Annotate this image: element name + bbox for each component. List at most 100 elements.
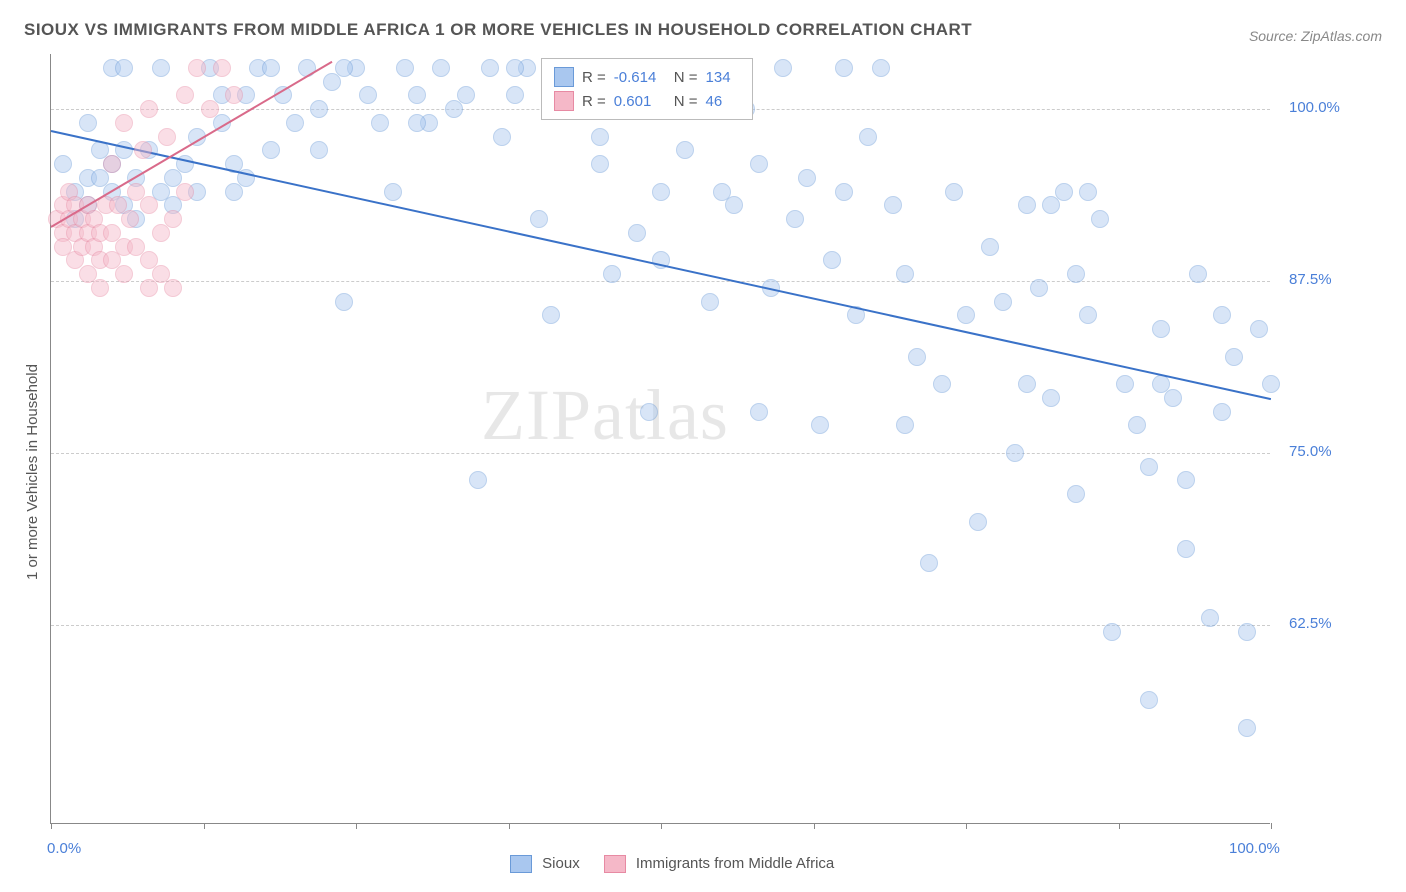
- data-point: [933, 375, 951, 393]
- correlation-legend: R =-0.614N =134R =0.601N =46: [541, 58, 753, 120]
- data-point: [140, 196, 158, 214]
- data-point: [835, 59, 853, 77]
- data-point: [506, 59, 524, 77]
- legend-swatch: [554, 91, 574, 111]
- data-point: [920, 554, 938, 572]
- x-tick: [1271, 823, 1272, 829]
- data-point: [176, 183, 194, 201]
- data-point: [262, 141, 280, 159]
- data-point: [164, 279, 182, 297]
- data-point: [1152, 375, 1170, 393]
- data-point: [1128, 416, 1146, 434]
- watermark: ZIPatlas: [481, 374, 729, 457]
- data-point: [286, 114, 304, 132]
- legend-r-value: 0.601: [614, 93, 666, 110]
- data-point: [408, 86, 426, 104]
- data-point: [1067, 265, 1085, 283]
- data-point: [969, 513, 987, 531]
- legend-item-mafrica: Immigrants from Middle Africa: [604, 855, 835, 873]
- data-point: [652, 183, 670, 201]
- data-point: [469, 471, 487, 489]
- x-tick-label-left: 0.0%: [47, 840, 81, 857]
- data-point: [811, 416, 829, 434]
- data-point: [750, 155, 768, 173]
- data-point: [262, 59, 280, 77]
- data-point: [628, 224, 646, 242]
- data-point: [994, 293, 1012, 311]
- data-point: [1042, 389, 1060, 407]
- data-point: [981, 238, 999, 256]
- data-point: [335, 59, 353, 77]
- data-point: [1238, 623, 1256, 641]
- data-point: [542, 306, 560, 324]
- source-attribution: Source: ZipAtlas.com: [1249, 28, 1382, 44]
- data-point: [1079, 306, 1097, 324]
- legend-label-mafrica: Immigrants from Middle Africa: [636, 855, 834, 872]
- data-point: [121, 210, 139, 228]
- x-tick: [204, 823, 205, 829]
- chart-container: SIOUX VS IMMIGRANTS FROM MIDDLE AFRICA 1…: [0, 0, 1406, 892]
- data-point: [1262, 375, 1280, 393]
- data-point: [201, 100, 219, 118]
- data-point: [701, 293, 719, 311]
- data-point: [1213, 403, 1231, 421]
- data-point: [591, 155, 609, 173]
- x-tick: [356, 823, 357, 829]
- data-point: [310, 100, 328, 118]
- data-point: [1103, 623, 1121, 641]
- data-point: [140, 100, 158, 118]
- gridline: [51, 281, 1270, 282]
- data-point: [1079, 183, 1097, 201]
- data-point: [676, 141, 694, 159]
- data-point: [408, 114, 426, 132]
- legend-item-sioux: Sioux: [510, 855, 580, 873]
- data-point: [432, 59, 450, 77]
- legend-label-sioux: Sioux: [542, 855, 580, 872]
- legend-n-label: N =: [674, 69, 698, 86]
- data-point: [384, 183, 402, 201]
- legend-n-value: 46: [706, 93, 740, 110]
- data-point: [371, 114, 389, 132]
- x-tick: [509, 823, 510, 829]
- data-point: [506, 86, 524, 104]
- data-point: [79, 114, 97, 132]
- y-axis-label: 1 or more Vehicles in Household: [24, 364, 41, 580]
- data-point: [859, 128, 877, 146]
- legend-row: R =0.601N =46: [554, 89, 740, 113]
- data-point: [335, 293, 353, 311]
- legend-swatch: [554, 67, 574, 87]
- data-point: [1177, 471, 1195, 489]
- data-point: [1164, 389, 1182, 407]
- data-point: [176, 86, 194, 104]
- data-point: [310, 141, 328, 159]
- data-point: [115, 265, 133, 283]
- data-point: [1042, 196, 1060, 214]
- data-point: [786, 210, 804, 228]
- data-point: [1152, 320, 1170, 338]
- data-point: [158, 128, 176, 146]
- data-point: [725, 196, 743, 214]
- data-point: [823, 251, 841, 269]
- x-tick: [814, 823, 815, 829]
- data-point: [1018, 196, 1036, 214]
- y-tick-label: 87.5%: [1289, 271, 1332, 288]
- data-point: [457, 86, 475, 104]
- data-point: [896, 416, 914, 434]
- data-point: [1030, 279, 1048, 297]
- data-point: [591, 128, 609, 146]
- data-point: [115, 59, 133, 77]
- data-point: [1140, 691, 1158, 709]
- data-point: [1177, 540, 1195, 558]
- plot-area: ZIPatlas 62.5%75.0%87.5%100.0%0.0%100.0%…: [50, 54, 1270, 824]
- data-point: [493, 128, 511, 146]
- data-point: [884, 196, 902, 214]
- data-point: [188, 59, 206, 77]
- data-point: [1067, 485, 1085, 503]
- x-tick: [661, 823, 662, 829]
- data-point: [225, 86, 243, 104]
- x-tick: [966, 823, 967, 829]
- legend-swatch-sioux: [510, 855, 532, 873]
- data-point: [103, 155, 121, 173]
- data-point: [640, 403, 658, 421]
- legend-n-value: 134: [706, 69, 740, 86]
